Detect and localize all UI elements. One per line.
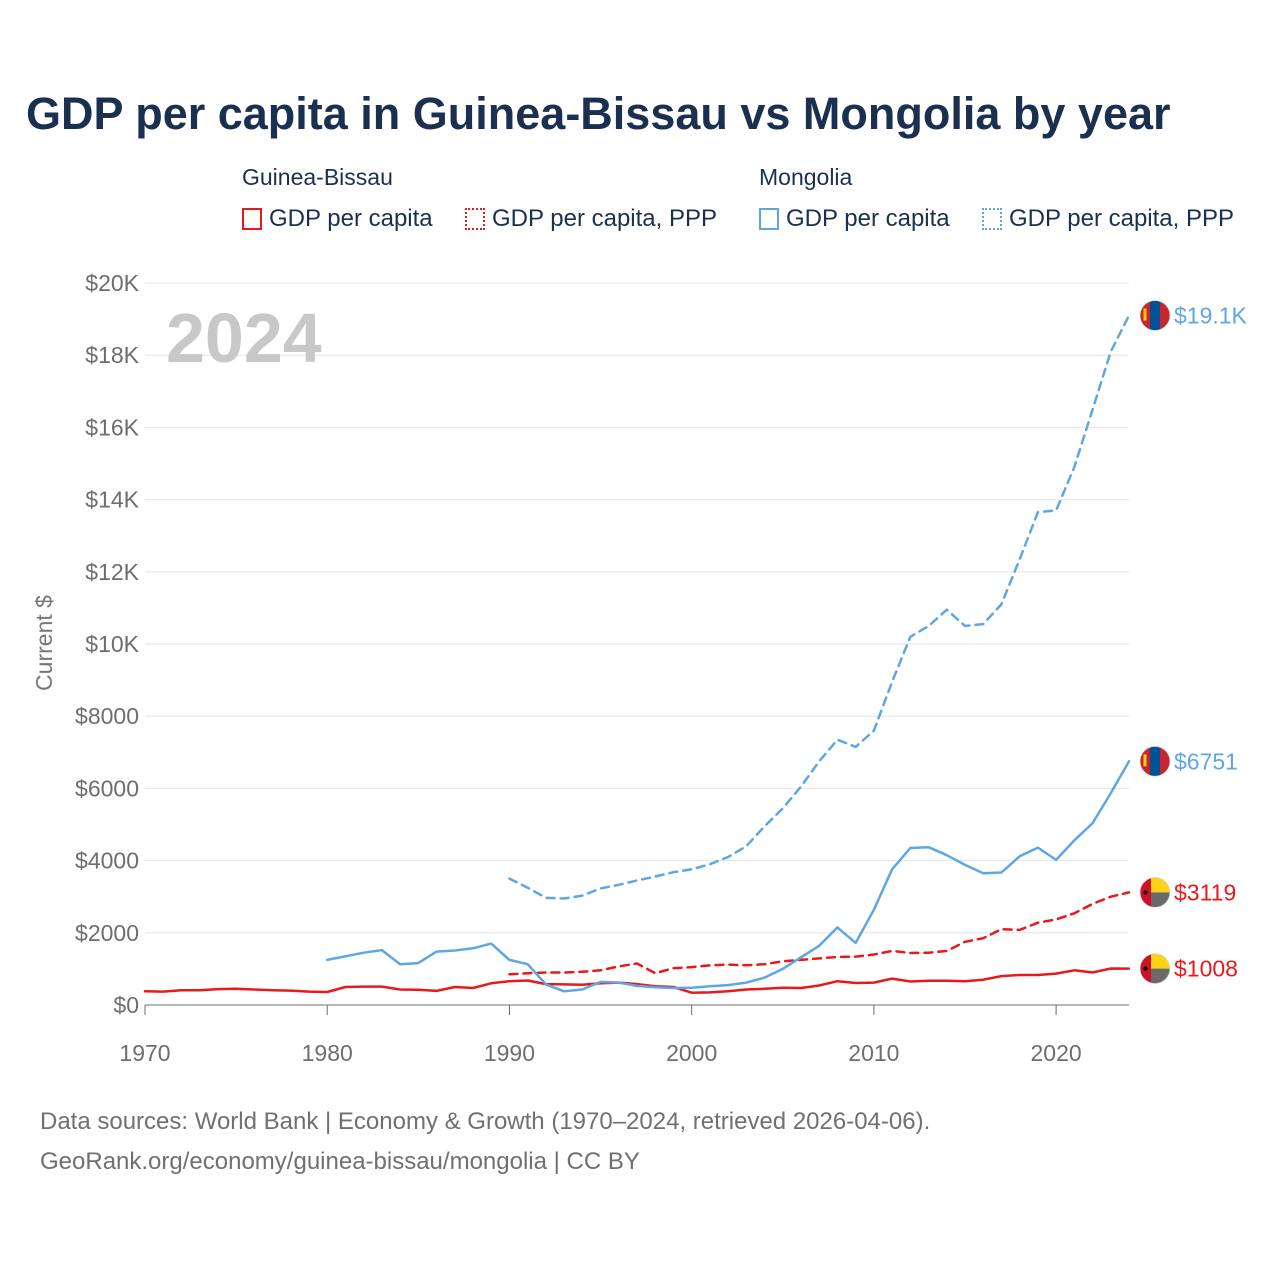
guinea-bissau-flag-icon: [1139, 953, 1171, 985]
series-line-2: [325, 760, 1131, 993]
legend-group-mongolia: Mongolia: [759, 164, 853, 190]
legend-swatch-dotted-icon: [982, 208, 1002, 230]
series-end-label: $3119: [1174, 879, 1236, 905]
footer-sources: Data sources: World Bank | Economy & Gro…: [40, 1108, 931, 1135]
x-tick-label: 1980: [302, 1040, 353, 1066]
y-tick-label: $12K: [85, 559, 139, 585]
y-tick-label: $8000: [75, 703, 139, 729]
x-tick-label: 1990: [484, 1040, 535, 1066]
series-line-1: [508, 891, 1131, 976]
legend-group-guinea-bissau: Guinea-Bissau: [242, 164, 393, 190]
footer-link: GeoRank.org/economy/guinea-bissau/mongol…: [40, 1148, 640, 1175]
chart-title: GDP per capita in Guinea-Bissau vs Mongo…: [26, 88, 1171, 139]
y-tick-label: $20K: [85, 270, 139, 296]
x-tick-label: 2020: [1031, 1040, 1082, 1066]
series-end-label: $19.1K: [1174, 302, 1248, 328]
year-watermark: 2024: [166, 299, 322, 377]
y-tick-label: $10K: [85, 631, 139, 657]
series-end-label: $6751: [1174, 748, 1238, 774]
series-lines: [143, 314, 1131, 994]
legend-label: GDP per capita, PPP: [1009, 205, 1234, 232]
y-tick-label: $14K: [85, 487, 139, 513]
legend-label: GDP per capita: [786, 205, 950, 232]
legend-label: GDP per capita, PPP: [492, 205, 717, 232]
legend-item-mn-ppp[interactable]: GDP per capita, PPP: [982, 204, 1234, 234]
y-tick-label: $0: [113, 992, 139, 1018]
legend-swatch-solid-icon: [242, 208, 262, 230]
legend-item-gb-gdp[interactable]: GDP per capita: [242, 204, 433, 234]
series-line-3: [508, 314, 1131, 900]
legend-item-gb-ppp[interactable]: GDP per capita, PPP: [465, 204, 717, 234]
guinea-bissau-flag-icon: [1139, 877, 1171, 908]
x-axis-ticks: 1970 1980 1990 2000 2010 2020: [119, 1004, 1129, 1066]
mongolia-flag-icon: [1139, 745, 1171, 777]
y-tick-label: $4000: [75, 848, 139, 874]
y-tick-label: $18K: [85, 342, 139, 368]
legend-swatch-solid-icon: [759, 208, 779, 230]
y-axis-ticks: $0 $2000 $4000 $6000 $8000 $10K $12K $14K $16K $1…: [75, 270, 140, 1018]
x-tick-label: 1970: [119, 1040, 170, 1066]
y-tick-label: $16K: [85, 414, 139, 440]
x-tick-label: 2000: [666, 1040, 717, 1066]
series-end-label: $1008: [1174, 956, 1238, 982]
gridlines: [145, 282, 1129, 1006]
series-end-markers: $1008 $3119 $6751 $19.1K: [1139, 300, 1248, 985]
y-tick-label: $6000: [75, 775, 139, 801]
series-line-0: [143, 967, 1131, 994]
legend-label: GDP per capita: [269, 205, 433, 232]
legend-swatch-dotted-icon: [465, 208, 485, 230]
y-tick-label: $2000: [75, 920, 139, 946]
legend-item-mn-gdp[interactable]: GDP per capita: [759, 204, 950, 234]
y-axis-label: Current $: [31, 595, 57, 691]
x-tick-label: 2010: [848, 1040, 899, 1066]
mongolia-flag-icon: [1139, 300, 1171, 331]
